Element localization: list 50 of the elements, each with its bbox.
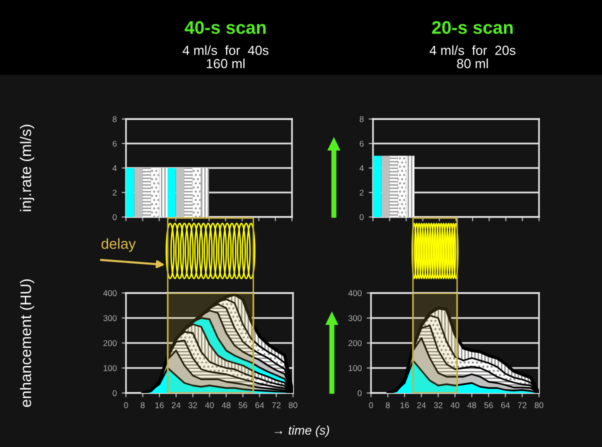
x-axis-title: → time (s) xyxy=(274,426,330,438)
x-tick-label: 64 xyxy=(501,402,510,408)
chart-title: 20-s scan xyxy=(432,21,513,34)
chart-subtitle: 4 ml/s for 40s 160 ml xyxy=(182,45,268,68)
x-tick-label: 48 xyxy=(467,402,476,408)
y-tick-label: 6 xyxy=(360,140,364,147)
x-tick-label: 40 xyxy=(450,402,460,408)
x-tick-label: 56 xyxy=(238,402,248,408)
y-tick-label: 300 xyxy=(348,315,362,322)
x-tick-label: 72 xyxy=(518,402,526,408)
x-tick-label: 8 xyxy=(386,402,390,408)
x-tick-label: 80 xyxy=(534,402,544,408)
y-tick-label: 4 xyxy=(112,165,117,172)
x-tick-label: 16 xyxy=(155,402,164,408)
x-tick-label: 80 xyxy=(288,402,298,408)
y-tick-label: 400 xyxy=(103,290,117,296)
y-tick-label: 6 xyxy=(112,140,117,147)
y-tick-label: 300 xyxy=(103,315,117,322)
y-tick-label: 100 xyxy=(104,365,117,372)
x-tick-label: 0 xyxy=(124,402,128,408)
y-tick-label: 2 xyxy=(112,190,117,196)
x-tick-label: 24 xyxy=(172,402,180,408)
y-tick-label: 400 xyxy=(348,290,362,296)
x-tick-label: 40 xyxy=(205,402,214,408)
y-tick-label: 100 xyxy=(348,365,362,372)
y-axis-title: enhancement (HU) xyxy=(20,279,34,407)
chart-subtitle: 4 ml/s for 20s 80 ml xyxy=(430,45,516,68)
y-tick-label: 0 xyxy=(112,390,117,396)
y-tick-label: 0 xyxy=(360,214,364,220)
x-tick-label: 0 xyxy=(369,402,373,408)
x-tick-label: 8 xyxy=(140,402,145,408)
y-tick-label: 4 xyxy=(360,165,364,172)
y-tick-label: 0 xyxy=(358,390,362,396)
y-tick-label: 0 xyxy=(112,214,117,220)
x-tick-label: 72 xyxy=(272,402,281,408)
y-tick-label: 200 xyxy=(348,340,362,346)
x-tick-label: 56 xyxy=(484,402,493,408)
x-tick-label: 48 xyxy=(222,402,230,408)
chart-title: 40-s scan xyxy=(184,21,266,34)
x-tick-label: 24 xyxy=(417,402,426,408)
y-tick-label: 8 xyxy=(360,116,364,122)
y-tick-label: 200 xyxy=(103,340,117,346)
x-tick-label: 16 xyxy=(400,402,409,408)
x-tick-label: 32 xyxy=(188,402,198,408)
y-axis-title: inj.rate (ml/s) xyxy=(20,124,34,212)
text: delay xyxy=(102,238,136,252)
x-tick-label: 64 xyxy=(255,402,264,408)
y-tick-label: 2 xyxy=(360,190,364,196)
y-tick-label: 8 xyxy=(112,116,117,122)
x-tick-label: 32 xyxy=(434,402,442,408)
